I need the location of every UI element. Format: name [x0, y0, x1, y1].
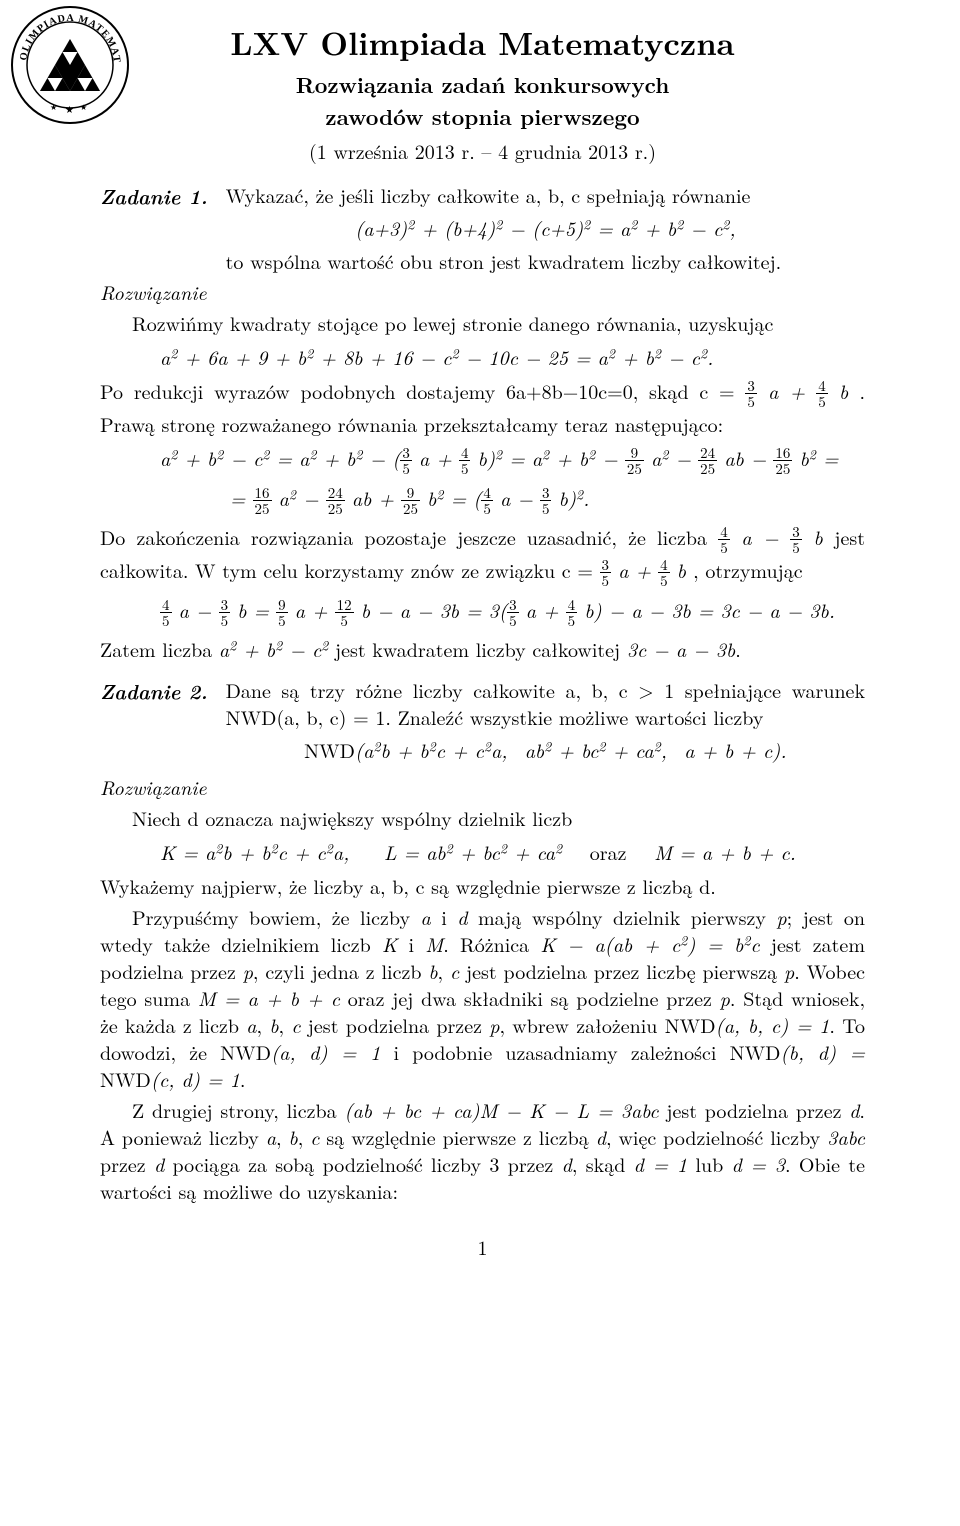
- task-1-header: Zadanie 1. Wykazać, że jeśli liczby całk…: [100, 181, 865, 274]
- svg-text:★: ★: [80, 102, 87, 113]
- page-title: LXV Olimpiada Matematyczna: [100, 20, 865, 65]
- title-block: LXV Olimpiada Matematyczna Rozwiązania z…: [100, 20, 865, 165]
- task-1-eq3: 45 a − 35 b = 95 a + 125 b − a − 3b = 3(…: [160, 595, 865, 629]
- task-1-p5: Do zakończenia rozwiązania pozostaje jes…: [100, 523, 865, 589]
- task-2-statement: Dane są trzy różne liczby całkowite a, b…: [226, 675, 865, 731]
- task-1-p7: Zatem liczba a2 + b2 − c2 jest kwadratem…: [100, 635, 865, 662]
- svg-text:★: ★: [65, 102, 74, 116]
- date-range: (1 września 2013 r. – 4 grudnia 2013 r.): [100, 136, 865, 165]
- task-2-solution-label: Rozwiązanie: [100, 773, 865, 800]
- page-number: 1: [100, 1232, 865, 1261]
- task-1-statement-lead: Wykazać, że jeśli liczby całkowite a, b,…: [226, 180, 751, 209]
- subtitle-line-2: zawodów stopnia pierwszego: [100, 103, 865, 131]
- task-2-statement-eq: NWD(a2b + b2c + c2a, ab2 + bc2 + ca2, a …: [226, 736, 865, 763]
- task-2-header: Zadanie 2. Dane są trzy różne liczby cał…: [100, 676, 865, 769]
- task-2-label: Zadanie 2.: [100, 676, 208, 706]
- task-1-statement-tail: to wspólna wartość obu stron jest kwadra…: [226, 246, 782, 275]
- task-2-p4: Z drugiej strony, liczba (ab + bc + ca)M…: [100, 1096, 865, 1204]
- task-1-statement-eq: (a+3)2 + (b+4)2 − (c+5)2 = a2 + b2 − c2,: [226, 214, 865, 241]
- olympiad-logo: OLIMPIADA MATEMATYCZNA ★: [10, 5, 130, 130]
- task-1-eq2b: = 1625 a2 − 2425 ab + 925 b2 = (45 a − 3…: [230, 483, 865, 517]
- page: OLIMPIADA MATEMATYCZNA ★: [0, 0, 960, 1526]
- subtitle-line-1: Rozwiązania zadań konkursowych: [100, 71, 865, 99]
- task-2-p1: Niech d oznacza największy wspólny dziel…: [100, 804, 865, 831]
- task-2-eq1: K = a2b + b2c + c2a, L = ab2 + bc2 + ca2…: [160, 837, 865, 866]
- task-2-p3: Przypuśćmy bowiem, że liczby a i d mają …: [100, 903, 865, 1092]
- task-1-label: Zadanie 1.: [100, 181, 208, 211]
- task-1-eq1: a2 + 6a + 9 + b2 + 8b + 16 − c2 − 10c − …: [160, 342, 865, 371]
- task-1-p2: Po redukcji wyrazów podobnych dostajemy …: [100, 377, 865, 437]
- task-2-p2: Wykażemy najpierw, że liczby a, b, c są …: [100, 872, 865, 899]
- task-1-eq2: a2 + b2 − c2 = a2 + b2 − (35 a + 45 b)2 …: [160, 443, 865, 477]
- task-1-p1: Rozwińmy kwadraty stojące po lewej stron…: [100, 309, 865, 336]
- task-1-solution-label: Rozwiązanie: [100, 278, 865, 305]
- svg-text:★: ★: [50, 102, 57, 113]
